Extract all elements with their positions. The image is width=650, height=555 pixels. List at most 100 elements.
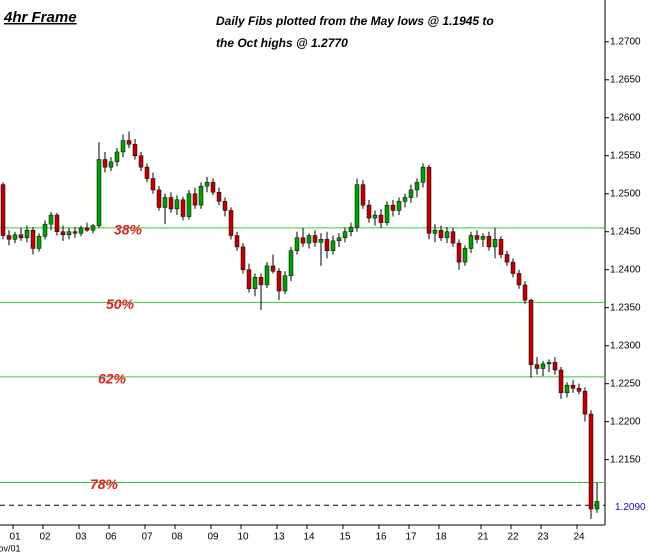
x-tick-label: 17 [405,532,417,543]
candle-body [528,299,534,365]
chart-title: 4hr Frame [3,9,77,26]
x-tick-label: 09 [207,532,219,543]
fib-label: 38% [114,222,143,238]
candle-body [348,226,354,232]
candle-body [198,185,204,206]
candle-body [282,275,288,292]
candle-body [90,225,96,231]
candle-body [486,236,492,248]
candle-body [54,214,60,232]
candle-body [468,235,474,249]
candle-body [192,193,198,206]
candle-body [30,229,36,249]
y-tick-label: 1.2550 [610,150,641,161]
candle-body [246,269,252,289]
candle-body [204,182,210,187]
candle-body [390,204,396,211]
annotation: Daily Fibs plotted from the May lows @ 1… [216,14,494,28]
candle-body [354,184,360,228]
candle-body [36,236,42,249]
y-tick-label: 1.2200 [610,416,641,427]
candle-body [552,362,558,371]
candle-body [48,214,54,225]
candle-body [150,178,156,191]
candle-body [300,237,306,244]
y-tick-label: 1.2500 [610,188,641,199]
candle-body [366,204,372,219]
candle-body [432,229,438,234]
y-tick-label: 1.2700 [610,36,641,47]
candle-body [576,387,582,392]
x-tick-label: 24 [573,532,585,543]
candle-body [78,227,84,234]
candle-body [546,362,552,365]
candle-body [510,261,516,274]
candle-body [144,166,150,179]
candle-body [336,237,342,242]
candle-body [312,235,318,243]
candle-body [66,231,72,236]
x-tick-label: 16 [375,532,387,543]
candle-body [414,182,420,191]
x-tick-label: 14 [303,532,315,543]
candle-body [438,229,444,239]
x-tick-label: 06 [105,532,117,543]
candle-body [108,161,114,168]
candle-body [24,229,30,239]
y-tick-label: 1.2450 [610,226,641,237]
x-tick-label: 21 [477,532,489,543]
candle-body [450,231,456,244]
candle-body [96,159,102,226]
x-tick-label: 23 [537,532,549,543]
candle-body [342,231,348,239]
candle-body [594,501,600,510]
candle-body [402,197,408,202]
candle-body [138,155,144,168]
candle-body [210,182,216,193]
candle-body [18,234,24,239]
x-tick-label: 02 [39,532,51,543]
candle-body [306,235,312,244]
x-tick-label: 13 [273,532,285,543]
candle-body [444,231,450,239]
candle-body [156,189,162,208]
candle-body [558,369,564,394]
x-tick-label: 03 [75,532,87,543]
fib-label: 78% [90,476,119,492]
candle-body [132,144,138,157]
candle-body [288,250,294,277]
y-tick-label: 1.2250 [610,378,641,389]
candle-body [504,254,510,263]
candle-body [426,166,432,234]
candle-body [6,235,12,240]
candle-body [0,184,6,236]
candle-body [480,236,486,240]
candle-body [294,237,300,251]
candle-body [360,184,366,206]
candle-body [72,231,78,234]
candle-body [372,214,378,219]
candle-body [222,201,228,211]
candle-body [60,231,66,236]
candle-body [42,223,48,237]
candle-body [186,193,192,217]
fib-label: 62% [98,371,127,387]
candle-body [252,277,258,289]
candle-body [378,214,384,223]
candle-body [120,140,126,153]
candle-body [270,265,276,272]
candle-body [462,248,468,263]
candle-body [234,235,240,248]
candle-body [522,284,528,301]
y-tick-label: 1.2150 [610,454,641,465]
candle-body [324,239,330,251]
candle-body [498,239,504,255]
candle-body [216,191,222,202]
candle-body [258,277,264,286]
y-tick-label: 1.2600 [610,112,641,123]
candle-body [588,413,594,510]
candle-body [492,239,498,248]
candle-body [228,210,234,236]
